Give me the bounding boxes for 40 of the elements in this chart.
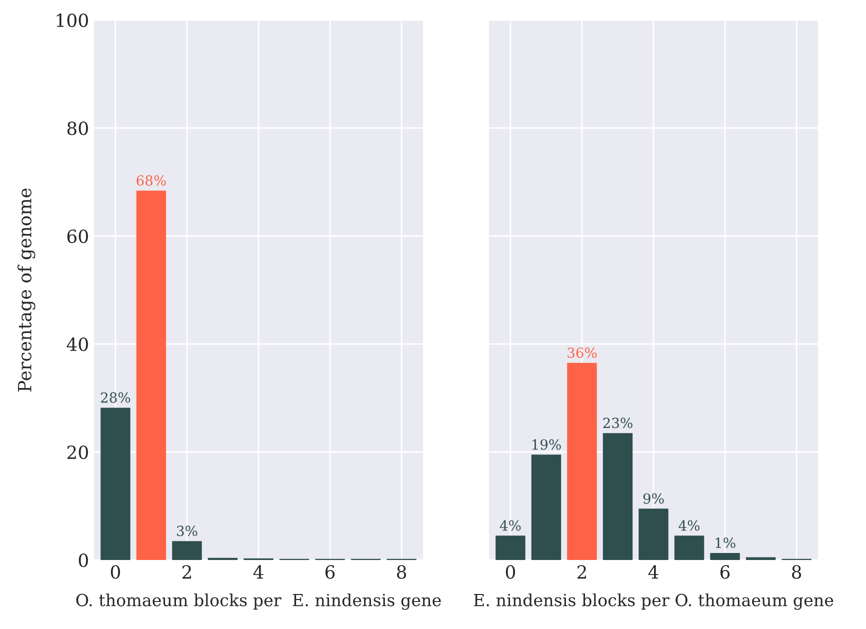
y-tick-label: 0 [78, 553, 88, 568]
x-tick-label: 6 [325, 565, 335, 579]
data-label: 19% [532, 439, 561, 450]
x-tick-label: 6 [720, 565, 730, 579]
x-tick-label: 8 [792, 565, 802, 579]
y-axis-title: Percentage of genome [18, 188, 36, 392]
bar [496, 536, 526, 560]
bar [531, 454, 562, 560]
data-label: 3% [177, 526, 198, 536]
data-label: 36% [568, 347, 597, 358]
bar [602, 433, 633, 560]
x-tick-label: 0 [506, 565, 515, 579]
data-label: 9% [643, 493, 664, 504]
x-tick-label: 8 [397, 565, 406, 579]
x-axis-title: O. thomaeum blocks per E. nindensis gene [76, 593, 441, 610]
y-tick-label: 80 [67, 121, 88, 136]
bar [710, 552, 740, 560]
bar [567, 362, 597, 560]
data-label: 4% [500, 520, 521, 531]
x-tick-label: 4 [253, 565, 264, 579]
data-label: 68% [136, 175, 166, 186]
bar [100, 408, 130, 560]
bar [746, 557, 776, 560]
x-tick-label: 0 [110, 565, 120, 579]
y-tick-label: 20 [67, 445, 88, 460]
bar [674, 536, 704, 560]
data-label: 23% [603, 418, 632, 428]
x-axis-title: E. nindensis blocks per O. thomaeum gene [474, 593, 834, 610]
y-tick-label: 60 [67, 229, 88, 244]
x-tick-label: 2 [182, 565, 191, 579]
data-label: 1% [716, 538, 736, 548]
y-tick-label: 40 [66, 337, 88, 352]
data-label: 28% [100, 392, 130, 403]
bar [172, 541, 202, 560]
y-tick-label: 100 [56, 13, 88, 28]
x-tick-label: 2 [577, 565, 586, 579]
bar [638, 508, 668, 560]
x-tick-label: 4 [648, 565, 658, 579]
data-label: 4% [678, 520, 700, 531]
bar [136, 190, 166, 560]
